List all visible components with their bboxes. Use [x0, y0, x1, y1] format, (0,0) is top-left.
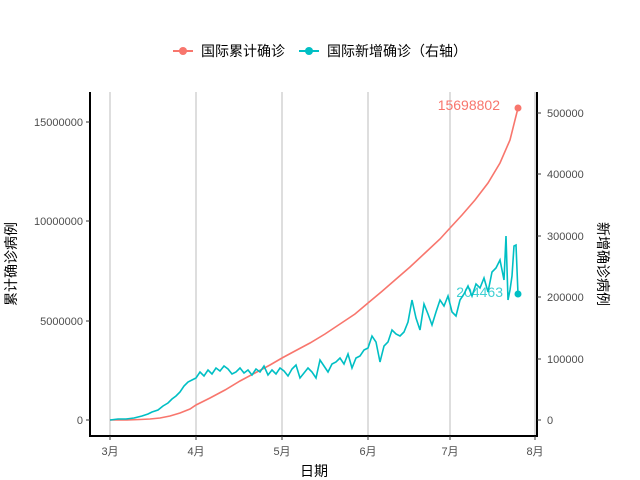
- legend-item-daily[interactable]: 国际新增确诊（右轴）: [299, 41, 467, 61]
- legend-key-cumulative-icon: [173, 44, 193, 58]
- y-right-tick-200000: 200000: [547, 292, 584, 304]
- axis-lines: [89, 92, 538, 437]
- x-tick-apr: 4月: [187, 446, 204, 458]
- x-axis-title: 日期: [300, 464, 328, 480]
- x-tick-aug: 8月: [526, 446, 543, 458]
- x-tick-may: 5月: [273, 446, 290, 458]
- y-right-tick-400000: 400000: [547, 169, 584, 181]
- legend: 国际累计确诊 国际新增确诊（右轴）: [0, 40, 640, 62]
- annotation-cumulative-last: 15698802: [438, 97, 501, 113]
- legend-item-cumulative[interactable]: 国际累计确诊: [173, 41, 285, 61]
- x-tick-jun: 6月: [359, 446, 376, 458]
- x-tick-jul: 7月: [441, 446, 458, 458]
- y-right-tick-0: 0: [547, 415, 553, 427]
- y-left-tick-10000000: 10000000: [34, 216, 83, 228]
- y-right-tick-100000: 100000: [547, 354, 584, 366]
- legend-key-daily-icon: [299, 44, 319, 58]
- y-left-axis-title: 累计确诊病例: [4, 222, 20, 306]
- legend-label-daily: 国际新增确诊（右轴）: [327, 44, 467, 60]
- annotation-daily-last: 204463: [456, 284, 503, 300]
- y-right-tick-500000: 500000: [547, 108, 584, 120]
- x-tick-mar: 3月: [101, 446, 118, 458]
- grid-lines: [109, 92, 536, 436]
- x-axis: 3月 4月 5月 6月 7月 8月: [101, 436, 544, 458]
- y-left-tick-15000000: 15000000: [34, 117, 83, 129]
- series-daily-end-point: [514, 290, 522, 298]
- series-daily-line: [109, 235, 519, 421]
- legend-label-cumulative: 国际累计确诊: [201, 44, 285, 60]
- series-cumulative-end-point: [514, 104, 522, 112]
- y-left-tick-5000000: 5000000: [40, 316, 83, 328]
- y-right-tick-300000: 300000: [547, 231, 584, 243]
- y-left-axis: 15000000 10000000 5000000 0: [34, 117, 90, 427]
- y-right-axis: 500000 400000 300000 200000 100000 0: [537, 108, 584, 427]
- y-left-tick-0: 0: [77, 415, 83, 427]
- y-right-axis-title: 新增确诊病例: [594, 222, 610, 306]
- series-cumulative-line: [110, 107, 519, 421]
